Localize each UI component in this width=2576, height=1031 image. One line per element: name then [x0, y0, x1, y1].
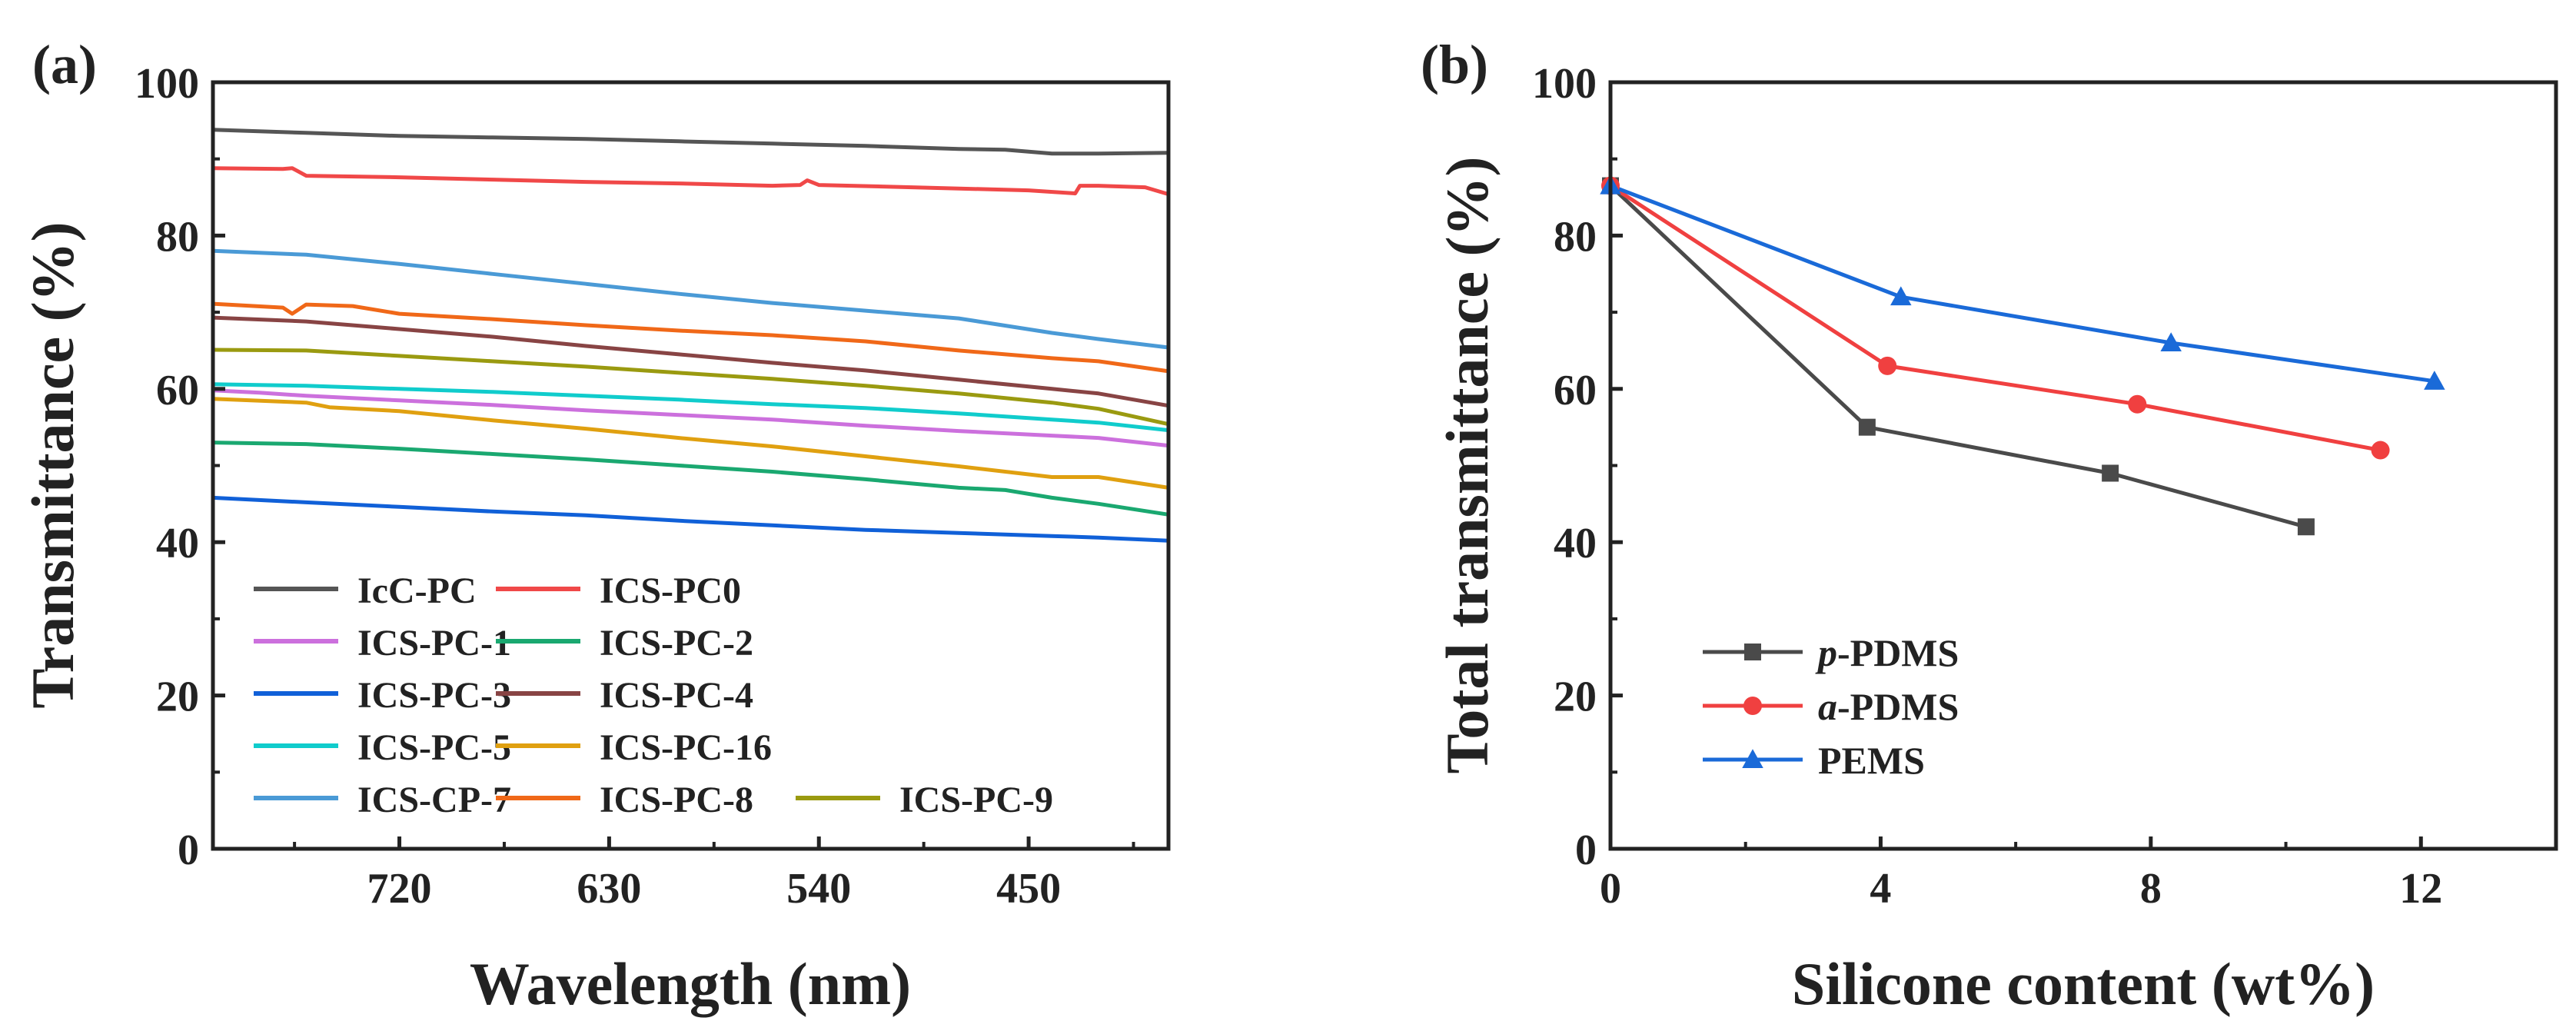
legend-label-suffix: -PDMS — [1837, 631, 1959, 674]
data-point-a-pdms — [1878, 356, 1897, 375]
legend-label-ics-pc-4: ICS-PC-4 — [600, 675, 753, 716]
panel-b-x-tick-label: 4 — [1870, 865, 1891, 913]
series-line-ics-pc-1 — [212, 388, 1169, 448]
series-line-ics-pc-3 — [212, 495, 1169, 543]
panel-a-y-tick-label: 60 — [156, 367, 199, 414]
data-point-pems — [1890, 286, 1912, 306]
panel-a-legend: IcC-PC ICS-PC0 ICS-PC-1 ICS-PC-2 ICS-PC-3 ICS… — [254, 570, 1053, 820]
data-point-p-pdms — [2102, 464, 2119, 482]
panel-b-x-axis: 0 4 8 12 — [1600, 836, 2558, 913]
panel-a-label: (a) — [32, 34, 97, 95]
panel-a-y-tick-label: 20 — [156, 673, 199, 721]
panel-b-series-group — [1609, 184, 2435, 529]
panel-a-y-tick-label: 0 — [178, 826, 199, 874]
legend-marker-p-pdms — [1744, 644, 1761, 660]
panel-b-x-axis-title: Silicone content (wt%) — [1792, 950, 2375, 1017]
data-point-p-pdms — [2297, 518, 2315, 536]
legend-label-suffix: PEMS — [1818, 739, 1925, 782]
panel-a-y-tick-label: 40 — [156, 520, 199, 567]
legend-label-prefix: p — [1815, 631, 1837, 674]
series-line-icc-pc — [212, 128, 1169, 156]
data-point-a-pdms — [2371, 441, 2390, 460]
panel-a-y-axis-title: Transmittance (%) — [19, 221, 86, 708]
series-line-ics-pc-9 — [212, 348, 1169, 427]
panel-a-y-axis: 0 20 40 60 80 100 — [135, 60, 225, 874]
panel-a-y-tick-label: 80 — [156, 213, 199, 261]
series-line-ics-pc-8 — [212, 301, 1169, 374]
legend-label-pems: PEMS — [1818, 739, 1925, 782]
legend-label-ics-pc-5: ICS-PC-5 — [357, 727, 511, 768]
panel-a-series-group — [212, 128, 1169, 543]
series-line-ics-pc-5 — [212, 382, 1169, 433]
series-line-p-pdms — [1609, 184, 2307, 529]
legend-label-ics-pc-9: ICS-PC-9 — [899, 780, 1053, 820]
panel-b-markers-group — [1600, 175, 2445, 536]
panel-b-y-tick-label: 80 — [1554, 213, 1597, 261]
panel-b-y-tick-label: 60 — [1554, 367, 1597, 414]
legend-label-icc-pc: IcC-PC — [357, 570, 477, 611]
panel-b-x-tick-label: 0 — [1600, 865, 1621, 913]
legend-label-p-pdms: p-PDMS — [1815, 631, 1959, 674]
legend-label-suffix: -PDMS — [1837, 685, 1959, 728]
legend-label-ics-pc-8: ICS-PC-8 — [600, 780, 753, 820]
series-line-ics-pc-16 — [212, 397, 1169, 490]
panel-a-x-axis: 720 630 540 450 — [293, 836, 1135, 913]
series-line-ics-cp-7 — [212, 248, 1169, 350]
legend-label-a-pdms: a-PDMS — [1818, 685, 1959, 728]
panel-a-x-tick-label: 450 — [996, 865, 1061, 913]
series-line-ics-pc-4 — [212, 315, 1169, 408]
panel-a: (a) 0 20 40 60 80 100 720 630 540 450 Wavelength… — [19, 34, 1171, 1017]
panel-b-y-axis: 0 20 40 60 80 100 — [1532, 60, 1623, 874]
panel-b-label: (b) — [1421, 34, 1488, 95]
panel-b-x-tick-label: 12 — [2399, 865, 2442, 913]
data-point-pems — [2424, 371, 2445, 390]
legend-label-prefix: a — [1818, 685, 1837, 728]
series-line-ics-pc0 — [212, 166, 1169, 196]
panel-a-x-tick-label: 630 — [577, 865, 641, 913]
panel-b-y-axis-title: Total transmittance (%) — [1434, 156, 1501, 773]
legend-label-ics-pc-2: ICS-PC-2 — [600, 623, 753, 663]
panel-b-plot-frame — [1608, 80, 2558, 851]
panel-a-x-axis-title: Wavelength (nm) — [470, 950, 911, 1017]
panel-b-y-tick-label: 100 — [1532, 60, 1597, 108]
series-line-a-pdms — [1609, 184, 2382, 453]
legend-label-ics-cp-7: ICS-CP-7 — [357, 780, 511, 820]
legend-label-ics-pc-3: ICS-PC-3 — [357, 675, 511, 716]
panel-b-y-tick-label: 20 — [1554, 673, 1597, 721]
legend-label-ics-pc-16: ICS-PC-16 — [600, 727, 772, 768]
legend-label-ics-pc-1: ICS-PC-1 — [357, 623, 511, 663]
legend-marker-pems — [1742, 749, 1763, 768]
panel-b: (b) 0 20 40 60 80 100 0 4 8 12 Silicone content … — [1421, 34, 2558, 1017]
panel-b-y-tick-label: 40 — [1554, 520, 1597, 567]
series-line-pems — [1610, 184, 2435, 384]
data-point-p-pdms — [1858, 418, 1876, 436]
panel-b-y-tick-label: 0 — [1575, 826, 1597, 874]
data-point-pems — [2160, 332, 2182, 351]
panel-a-y-tick-label: 100 — [135, 60, 199, 108]
legend-label-ics-pc0: ICS-PC0 — [600, 570, 741, 611]
series-line-ics-pc-2 — [212, 441, 1169, 517]
legend-marker-a-pdms — [1743, 697, 1762, 715]
panel-a-x-tick-label: 720 — [367, 865, 432, 913]
panel-a-x-tick-label: 540 — [786, 865, 851, 913]
panel-b-x-tick-label: 8 — [2140, 865, 2162, 913]
data-point-a-pdms — [2128, 394, 2147, 414]
